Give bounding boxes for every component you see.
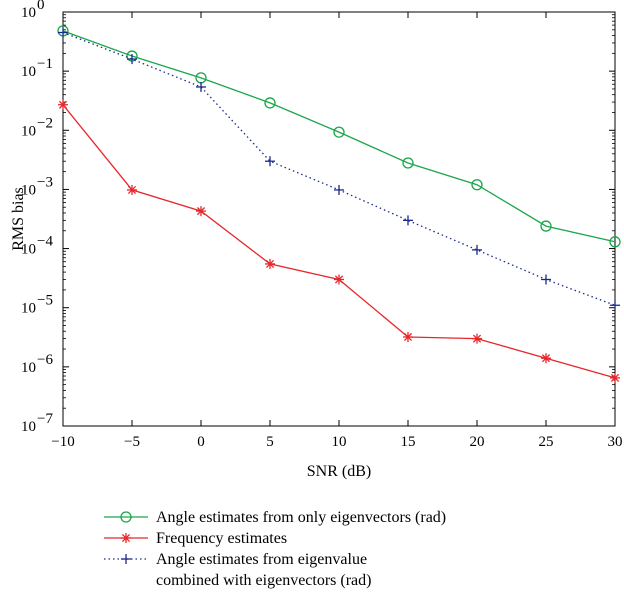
legend-item-2: Frequency estimates — [104, 530, 287, 547]
data-point-asterisk — [610, 372, 620, 383]
data-point-circle — [609, 236, 621, 248]
data-point-circle — [402, 157, 414, 169]
legend-label: Angle estimates from eigenvalue — [156, 551, 367, 568]
y-tick-label: 10 — [21, 242, 36, 258]
data-point-circle — [333, 126, 345, 138]
data-point-asterisk — [472, 333, 482, 344]
data-point-asterisk — [403, 331, 413, 342]
y-tick-label-exponent: 0 — [37, 0, 45, 13]
data-point-plus — [541, 274, 551, 285]
y-axis-title: RMS bias — [10, 187, 27, 251]
data-point-asterisk — [121, 533, 131, 543]
data-point-plus — [121, 554, 131, 564]
data-point-circle — [264, 97, 276, 109]
data-point-plus — [334, 184, 344, 195]
data-point-plus — [610, 300, 620, 311]
data-point-asterisk — [58, 99, 68, 110]
series-2 — [58, 99, 620, 383]
y-tick-label-exponent: −5 — [37, 293, 53, 309]
legend-label: combined with eigenvectors (rad) — [156, 572, 371, 589]
data-point-circle — [120, 511, 132, 523]
legend-item-3: Angle estimates from eigenvalue combined … — [104, 551, 371, 589]
y-tick-label: 10 — [21, 123, 36, 139]
data-point-asterisk — [334, 274, 344, 285]
data-point-circle — [471, 179, 483, 191]
y-tick-label-exponent: −7 — [37, 411, 53, 427]
series-layer — [57, 25, 621, 383]
legend-item-1: Angle estimates from only eigenvectors (… — [104, 509, 446, 526]
x-tick-label: 0 — [197, 434, 205, 450]
x-tick-label: 20 — [470, 434, 485, 450]
x-tick-label: 25 — [539, 434, 554, 450]
x-tick-label: 5 — [266, 434, 274, 450]
data-point-plus — [472, 244, 482, 255]
y-tick-label-exponent: −6 — [37, 352, 53, 368]
y-tick-label-exponent: −2 — [37, 115, 53, 131]
legend-label: Frequency estimates — [156, 530, 287, 547]
data-point-plus — [196, 81, 206, 92]
data-point-plus — [127, 54, 137, 65]
x-tick-label: −10 — [51, 434, 74, 450]
legend-label: Angle estimates from only eigenvectors (… — [156, 509, 446, 526]
data-point-asterisk — [196, 206, 206, 217]
y-tick-label: 10 — [21, 182, 36, 198]
y-tick-label-exponent: −3 — [37, 174, 53, 190]
y-tick-label-exponent: −4 — [37, 234, 53, 250]
y-tick-label: 10 — [21, 301, 36, 317]
legend: Angle estimates from only eigenvectors (… — [104, 509, 446, 589]
data-point-plus — [265, 156, 275, 167]
data-point-circle — [540, 220, 552, 232]
data-point-plus — [403, 215, 413, 226]
plot-area — [62, 11, 616, 427]
series-3 — [58, 27, 620, 311]
data-point-asterisk — [127, 184, 137, 195]
data-point-asterisk — [265, 258, 275, 269]
data-point-asterisk — [541, 353, 551, 364]
x-tick-label: 10 — [332, 434, 347, 450]
y-tick-label: 10 — [21, 419, 36, 435]
y-tick-label-exponent: −1 — [37, 56, 53, 72]
x-tick-label: −5 — [124, 434, 140, 450]
x-tick-label: 30 — [608, 434, 623, 450]
y-tick-label: 10 — [21, 5, 36, 21]
y-tick-label: 10 — [21, 360, 36, 376]
data-point-plus — [58, 27, 68, 38]
series-line — [62, 30, 616, 243]
x-tick-label: 15 — [401, 434, 416, 450]
x-axis-title: SNR (dB) — [307, 463, 371, 480]
y-tick-label: 10 — [21, 64, 36, 80]
